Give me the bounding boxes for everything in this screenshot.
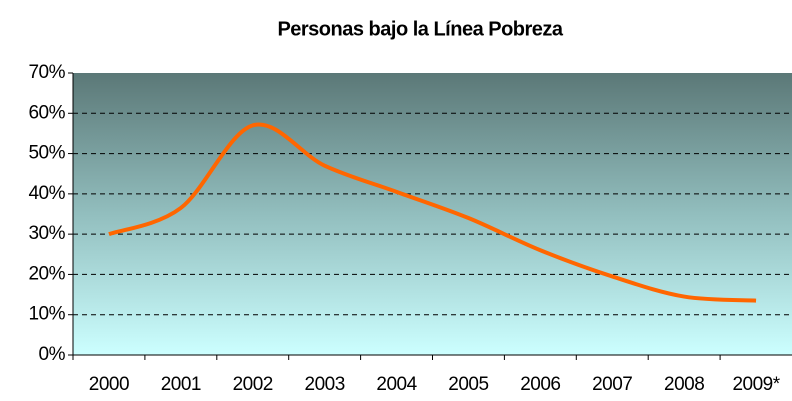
y-tick-label: 0% bbox=[39, 344, 66, 365]
y-tick-label: 50% bbox=[28, 143, 65, 164]
x-tick-label: 2001 bbox=[161, 374, 201, 395]
x-tick-label: 2002 bbox=[233, 374, 273, 395]
x-tick-label: 2003 bbox=[305, 374, 345, 395]
y-tick-label: 30% bbox=[28, 223, 65, 244]
line bbox=[108, 122, 757, 303]
x-tick-label: 2004 bbox=[376, 374, 417, 395]
y-tick-label: 60% bbox=[28, 102, 65, 123]
plot-area bbox=[73, 73, 792, 355]
x-tick-label: 2000 bbox=[89, 374, 129, 395]
x-tick-label: 2008 bbox=[664, 374, 704, 395]
x-tick-label: 2006 bbox=[520, 374, 560, 395]
x-tick-label: 2009* bbox=[732, 374, 780, 395]
x-tick-label: 2005 bbox=[448, 374, 488, 395]
y-tick-label: 70% bbox=[28, 62, 65, 83]
y-tick-label: 10% bbox=[28, 304, 65, 325]
y-tick-label: 20% bbox=[28, 263, 65, 284]
y-tick-label: 40% bbox=[28, 183, 65, 204]
chart-title: Personas bajo la Línea Pobreza bbox=[277, 18, 563, 40]
x-tick-label: 2007 bbox=[592, 374, 632, 395]
